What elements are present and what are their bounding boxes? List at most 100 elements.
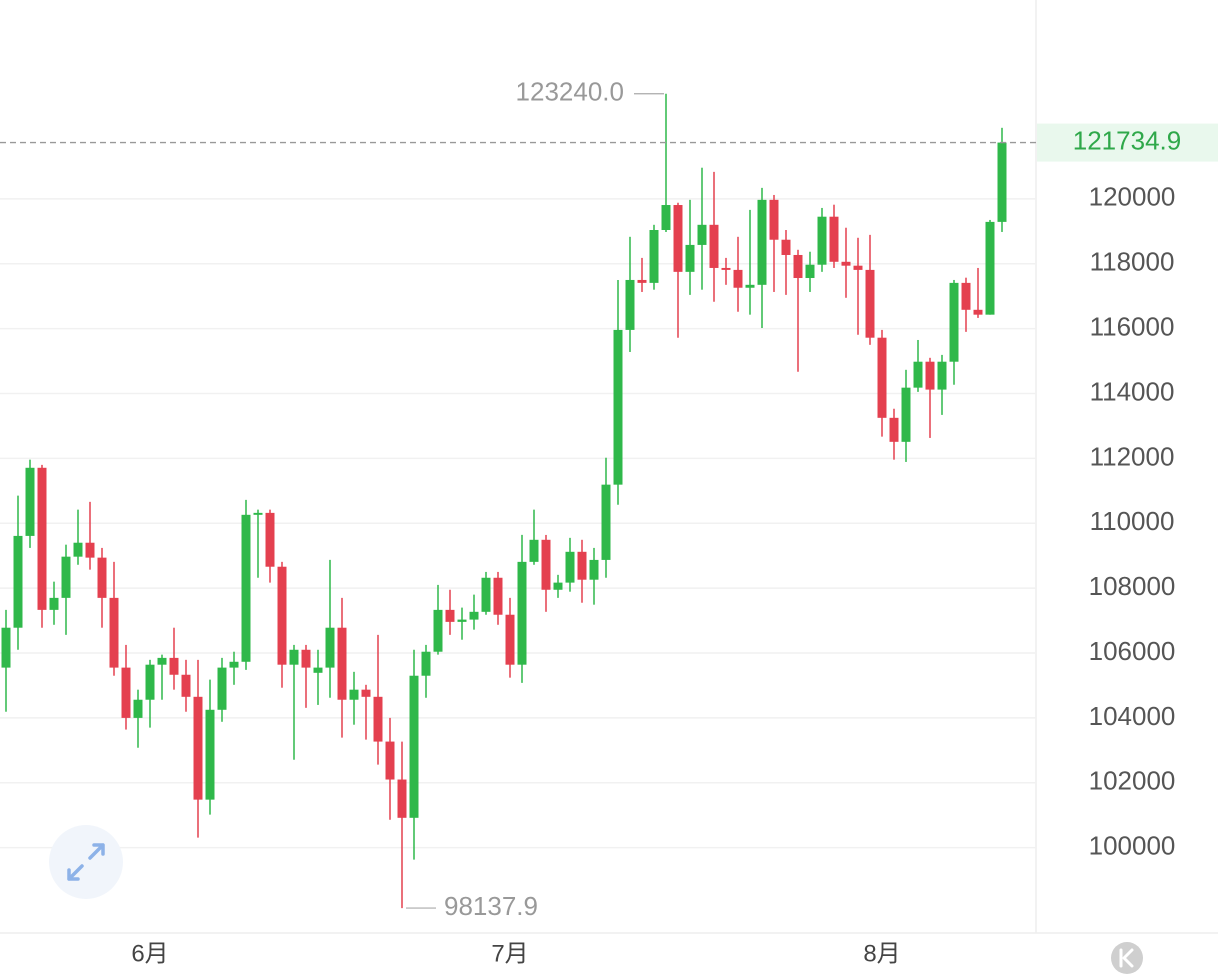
y-tick-label: 104000 [1089, 701, 1176, 731]
candle-body [409, 675, 419, 818]
candle-body [169, 657, 179, 675]
candle-body [397, 779, 407, 818]
candle-body [817, 216, 827, 265]
candle-body [1, 627, 11, 668]
candle-body [253, 512, 263, 515]
candle-body [625, 279, 635, 330]
candle-body [109, 597, 119, 668]
candle-body [121, 667, 131, 718]
candle-body [13, 535, 23, 628]
y-tick-label: 114000 [1090, 376, 1175, 406]
candle-body [25, 467, 35, 536]
candle-body [721, 267, 731, 270]
y-tick-label: 102000 [1089, 766, 1176, 796]
candle-body [589, 559, 599, 580]
y-tick-label: 108000 [1089, 571, 1176, 601]
candle-body [901, 387, 911, 442]
candle-body [229, 661, 239, 668]
labels: 100000 102000 104000 106000 108000 110000 1120… [0, 77, 1218, 967]
candle-body [745, 284, 755, 288]
candle-body [445, 609, 455, 622]
candle-body [325, 627, 335, 668]
candle-body [505, 614, 515, 665]
y-tick-label: 110000 [1090, 506, 1175, 536]
candle-body [553, 582, 563, 590]
candle-body [457, 619, 467, 622]
candle-body [421, 651, 431, 676]
candle-body [97, 557, 107, 598]
candle-body [37, 467, 47, 610]
candle-body [181, 674, 191, 697]
candle-body [241, 514, 251, 662]
candle-body [793, 254, 803, 279]
candle-body [961, 282, 971, 310]
candle-body [493, 577, 503, 615]
candle-body [85, 542, 95, 558]
candle-body [193, 696, 203, 800]
expand-button-bg[interactable] [49, 825, 123, 899]
candle-body [517, 561, 527, 665]
x-tick-label: 7月 [491, 940, 528, 967]
logo-button[interactable] [1111, 942, 1143, 974]
candle-body [385, 741, 395, 780]
logo-icon[interactable] [1119, 948, 1134, 968]
candle-body [373, 696, 383, 742]
candle-body [217, 667, 227, 710]
annotation-label: 98137.9 [444, 891, 538, 921]
candle-body [313, 667, 323, 673]
candle-body [637, 279, 647, 283]
candle-body [469, 611, 479, 620]
last-price-box [1037, 123, 1218, 162]
candle-body [829, 216, 839, 262]
y-tick-label: 120000 [1089, 182, 1176, 212]
x-tick-label: 6月 [131, 940, 168, 967]
candle-body [613, 329, 623, 485]
candle-body [565, 551, 575, 583]
candle-body [877, 337, 887, 418]
candle-body [925, 361, 935, 390]
candle-body [133, 699, 143, 718]
y-tick-label: 112000 [1090, 441, 1175, 471]
candle-body [805, 264, 815, 279]
candles [1, 93, 1007, 909]
candle-body [937, 361, 947, 390]
candle-body [769, 199, 779, 240]
candle-body [697, 224, 707, 245]
candle-body [865, 269, 875, 338]
y-tick-label: 118000 [1090, 247, 1175, 277]
candle-body [577, 551, 587, 580]
candle-body [277, 566, 287, 665]
expand-icon[interactable] [67, 843, 105, 881]
expand-button[interactable] [49, 825, 123, 899]
candle-body [997, 142, 1007, 222]
y-tick-label: 100000 [1089, 831, 1176, 861]
candle-body [733, 269, 743, 288]
grid [0, 198, 1036, 849]
logo-bg[interactable] [1111, 942, 1143, 974]
candle-body [337, 627, 347, 700]
candle-body [709, 224, 719, 268]
candle-body [73, 542, 83, 557]
candle-body [481, 577, 491, 612]
candle-body [853, 265, 863, 270]
candle-body [529, 539, 539, 562]
candle-body [265, 512, 275, 567]
y-tick-label: 116000 [1090, 311, 1175, 341]
candle-body [685, 244, 695, 272]
candle-body [349, 689, 359, 700]
candle-body [673, 205, 683, 272]
candle-body [889, 417, 899, 442]
candle-body [301, 649, 311, 668]
candle-body [361, 689, 371, 697]
candle-body [157, 657, 167, 665]
candle-body [145, 664, 155, 700]
annotation-label: 123240.0 [516, 77, 624, 107]
candle-body [913, 361, 923, 388]
candle-body [601, 484, 611, 560]
candle-body [433, 609, 443, 652]
y-tick-label: 106000 [1089, 636, 1176, 666]
candle-body [949, 282, 959, 362]
candle-body [541, 539, 551, 590]
